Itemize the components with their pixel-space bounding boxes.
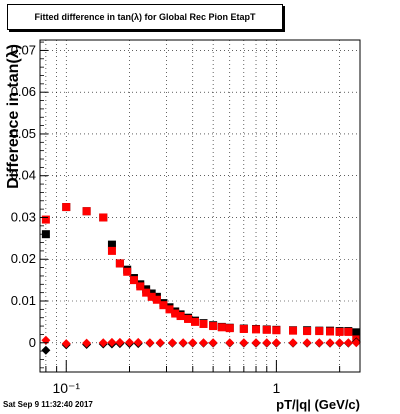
data-point (209, 322, 218, 331)
data-point (289, 326, 298, 335)
data-point (176, 312, 185, 321)
data-point (41, 215, 50, 224)
data-point (152, 295, 161, 304)
chart-title: Fitted difference in tan(λ) for Global R… (34, 12, 256, 22)
data-point (167, 338, 177, 348)
data-point (188, 338, 198, 348)
data-point (326, 327, 335, 336)
data-point (155, 338, 165, 348)
data-layer (41, 203, 361, 355)
data-point (129, 276, 138, 285)
series-0 (41, 203, 361, 337)
y-tick-label: 0 (29, 335, 36, 350)
data-point (171, 309, 180, 318)
data-point (41, 345, 51, 355)
data-point (272, 326, 281, 335)
x-tick-label: 10⁻¹ (52, 380, 80, 396)
data-point (302, 338, 312, 348)
data-point (147, 292, 156, 301)
data-point (165, 305, 174, 314)
data-point (335, 338, 345, 348)
chart-title-box: Fitted difference in tan(λ) for Global R… (7, 4, 283, 30)
y-tick-label: 0.06 (11, 84, 36, 99)
data-point (98, 338, 108, 348)
data-point (115, 259, 124, 268)
data-point (315, 327, 324, 336)
data-point (262, 338, 272, 348)
data-point (251, 338, 261, 348)
y-tick-label: 0.07 (11, 42, 36, 57)
data-point (343, 338, 353, 348)
data-point (303, 327, 312, 336)
data-point (99, 213, 108, 222)
data-point (262, 325, 271, 334)
series-3 (41, 335, 361, 349)
data-point (133, 337, 143, 347)
data-point (159, 301, 168, 310)
series-1 (41, 203, 361, 344)
data-point (41, 230, 50, 239)
y-tick-label: 0.02 (11, 251, 36, 266)
data-point (199, 319, 208, 328)
data-point (178, 338, 188, 348)
data-point (125, 337, 135, 347)
data-point (208, 338, 218, 348)
data-point (217, 323, 226, 332)
data-point (82, 207, 91, 216)
data-point (314, 338, 324, 348)
data-point (288, 338, 298, 348)
x-tick-label: 1 (272, 380, 280, 396)
date-stamp: Sat Sep 9 11:32:40 2017 (3, 400, 93, 409)
data-point (184, 314, 193, 323)
data-point (335, 327, 344, 336)
y-tick-label: 0.04 (11, 168, 36, 183)
data-point (107, 240, 116, 249)
data-point (239, 324, 248, 333)
data-point (142, 288, 151, 297)
data-point (107, 337, 117, 347)
plot-frame (39, 39, 361, 373)
data-point (61, 339, 71, 349)
series-2 (41, 337, 361, 355)
data-point (225, 338, 235, 348)
data-point (352, 328, 361, 337)
grid-layer (40, 40, 360, 372)
data-point (82, 338, 92, 348)
data-point (252, 325, 261, 334)
data-point (199, 338, 209, 348)
data-point (271, 338, 281, 348)
data-point (225, 324, 234, 333)
data-point (115, 337, 125, 347)
data-point (123, 267, 132, 276)
x-axis-label: pT/|q| (GeV/c) (276, 397, 360, 412)
data-point (136, 282, 145, 291)
data-point (145, 338, 155, 348)
data-point (107, 246, 116, 255)
y-tick-label: 0.03 (11, 209, 36, 224)
data-point (325, 338, 335, 348)
axis-layer: 0 0.01 0.02 0.03 0.04 0.05 0.06 0.07 10⁻¹ 1 (11, 41, 341, 396)
y-tick-label: 0.01 (11, 293, 36, 308)
data-point (191, 317, 200, 326)
y-tick-label: 0.05 (11, 126, 36, 141)
y-axis-label: Difference in tan(λ) (5, 44, 22, 189)
data-point (41, 335, 51, 345)
data-point (62, 203, 71, 212)
data-point (351, 338, 361, 348)
data-point (239, 338, 249, 348)
data-point (344, 327, 353, 336)
